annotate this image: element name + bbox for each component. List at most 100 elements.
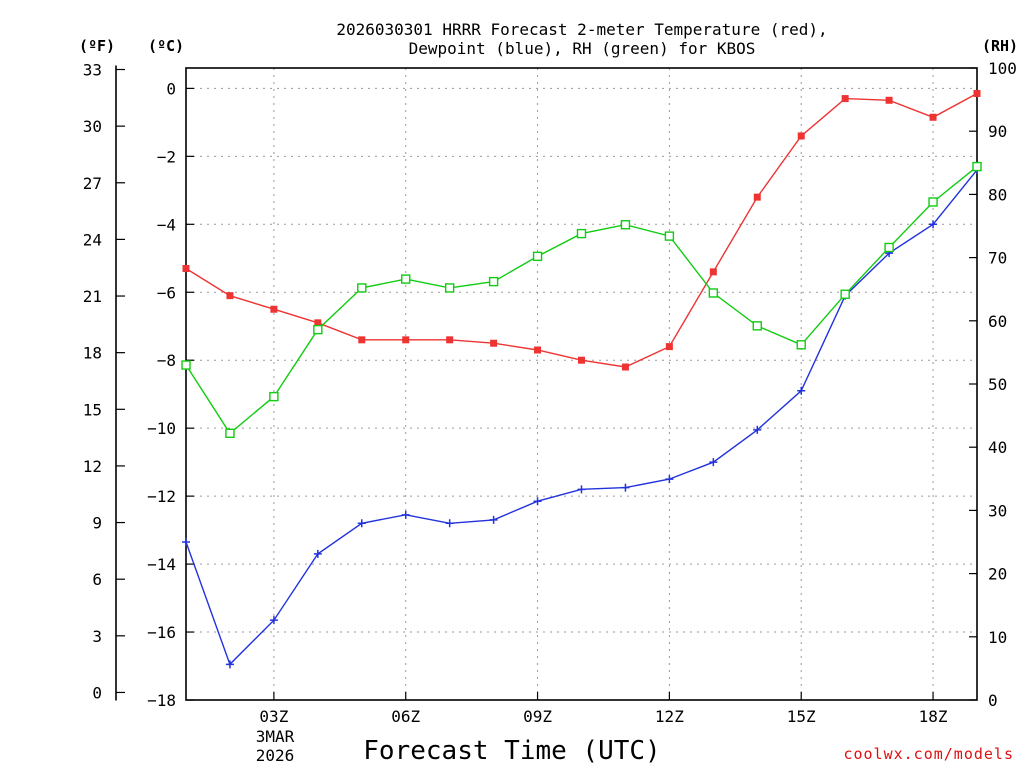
rh-tick-label: 90 (988, 122, 1007, 141)
temperature-point (841, 95, 849, 103)
rh-point (972, 161, 982, 172)
temperature-point (402, 336, 410, 344)
temperature-point (314, 319, 322, 327)
rh-point (884, 242, 894, 253)
dewpoint-point (929, 220, 938, 229)
temperature-point (621, 363, 629, 371)
dewpoint-point (269, 616, 278, 625)
rh-point (401, 274, 411, 284)
temperature-point (797, 132, 805, 140)
temperature-point (973, 89, 981, 97)
fahrenheit-unit-label: (ºF) (79, 37, 115, 55)
dewpoint-point (797, 386, 806, 395)
x-tick-label: 03Z (259, 707, 288, 726)
temperature-point (358, 336, 366, 344)
rh-point (620, 220, 631, 230)
rh-series (181, 161, 982, 438)
temperature-point (665, 343, 673, 351)
rh-point (269, 391, 279, 402)
celsius-tick-label: −12 (147, 487, 176, 506)
fahrenheit-tick-label: 33 (83, 61, 102, 80)
dewpoint-point (225, 660, 234, 669)
temperature-point (578, 356, 585, 364)
fahrenheit-tick-label: 24 (83, 230, 102, 249)
dewpoint-point (665, 475, 674, 484)
x-tick-label: 15Z (787, 707, 816, 726)
date-label-year: 2026 (256, 746, 295, 765)
celsius-tick-label: −2 (157, 147, 176, 166)
fahrenheit-tick-label: 12 (83, 457, 102, 476)
fahrenheit-tick-label: 3 (92, 627, 102, 646)
celsius-tick-label: −14 (147, 555, 176, 574)
dewpoint-point (577, 485, 586, 494)
dewpoint-point (533, 497, 542, 506)
rh-tick-label: 100 (988, 59, 1017, 78)
rh-point (796, 340, 806, 350)
temperature-point (753, 193, 761, 201)
dewpoint-point (182, 538, 190, 546)
grid-lines (186, 68, 977, 700)
temperature-point (226, 292, 234, 300)
credit-text: coolwx.com/models (843, 745, 1014, 763)
fahrenheit-tick-label: 18 (83, 344, 102, 363)
rh-tick-label: 70 (988, 249, 1007, 268)
temperature-point (885, 96, 893, 104)
dewpoint-point (445, 519, 454, 528)
rh-point (181, 360, 191, 370)
celsius-tick-label: −8 (157, 351, 176, 370)
fahrenheit-tick-label: 0 (92, 683, 102, 702)
rh-point (444, 283, 455, 293)
rh-point (357, 283, 367, 293)
temperature-point (709, 268, 717, 276)
date-label-day: 3MAR (256, 727, 295, 746)
temperature-point (446, 336, 454, 344)
temperature-point (182, 264, 190, 272)
chart-title-line-1: 2026030301 HRRR Forecast 2-meter Tempera… (336, 20, 827, 39)
dewpoint-series (182, 165, 981, 669)
rh-point (576, 228, 587, 239)
rh-unit-label: (RH) (982, 37, 1018, 55)
celsius-tick-label: −4 (157, 215, 176, 234)
rh-tick-label: 40 (988, 438, 1007, 457)
celsius-tick-label: −16 (147, 623, 176, 642)
fahrenheit-tick-label: 9 (92, 514, 102, 533)
celsius-unit-label: (ºC) (148, 37, 184, 55)
x-tick-label: 12Z (655, 707, 684, 726)
fahrenheit-tick-label: 21 (83, 287, 102, 306)
temperature-point (929, 113, 937, 121)
temperature-series (182, 89, 981, 371)
rh-point (313, 324, 323, 335)
fahrenheit-tick-label: 27 (83, 174, 102, 193)
rh-tick-label: 50 (988, 375, 1007, 394)
dewpoint-point (401, 510, 410, 519)
rh-tick-label: 10 (988, 628, 1007, 647)
temperature-point (270, 305, 278, 313)
celsius-tick-label: −6 (157, 283, 176, 302)
dewpoint-point (621, 483, 630, 492)
rh-tick-label: 20 (988, 565, 1007, 584)
series-group (181, 89, 982, 669)
x-tick-label: 09Z (523, 707, 552, 726)
rh-point (664, 231, 675, 241)
fahrenheit-tick-label: 30 (83, 117, 102, 136)
temperature-point (490, 339, 498, 347)
axes: 333027242118151296300−2−4−6−8−10−12−14−1… (83, 59, 1017, 726)
x-tick-label: 06Z (391, 707, 420, 726)
rh-line (185, 166, 978, 435)
rh-point (488, 276, 499, 287)
rh-point (840, 289, 850, 299)
rh-tick-label: 30 (988, 501, 1007, 520)
rh-point (225, 428, 235, 438)
fahrenheit-tick-label: 15 (83, 400, 102, 419)
rh-tick-label: 0 (988, 691, 998, 710)
celsius-tick-label: 0 (166, 79, 176, 98)
celsius-tick-label: −10 (147, 419, 176, 438)
rh-point (708, 288, 719, 298)
rh-tick-label: 80 (988, 185, 1007, 204)
plot-frame (185, 67, 978, 701)
x-axis-title: Forecast Time (UTC) (363, 736, 660, 766)
rh-tick-label: 60 (988, 312, 1007, 331)
dewpoint-point (753, 425, 762, 434)
fahrenheit-tick-label: 6 (92, 570, 102, 589)
rh-point (752, 321, 762, 331)
